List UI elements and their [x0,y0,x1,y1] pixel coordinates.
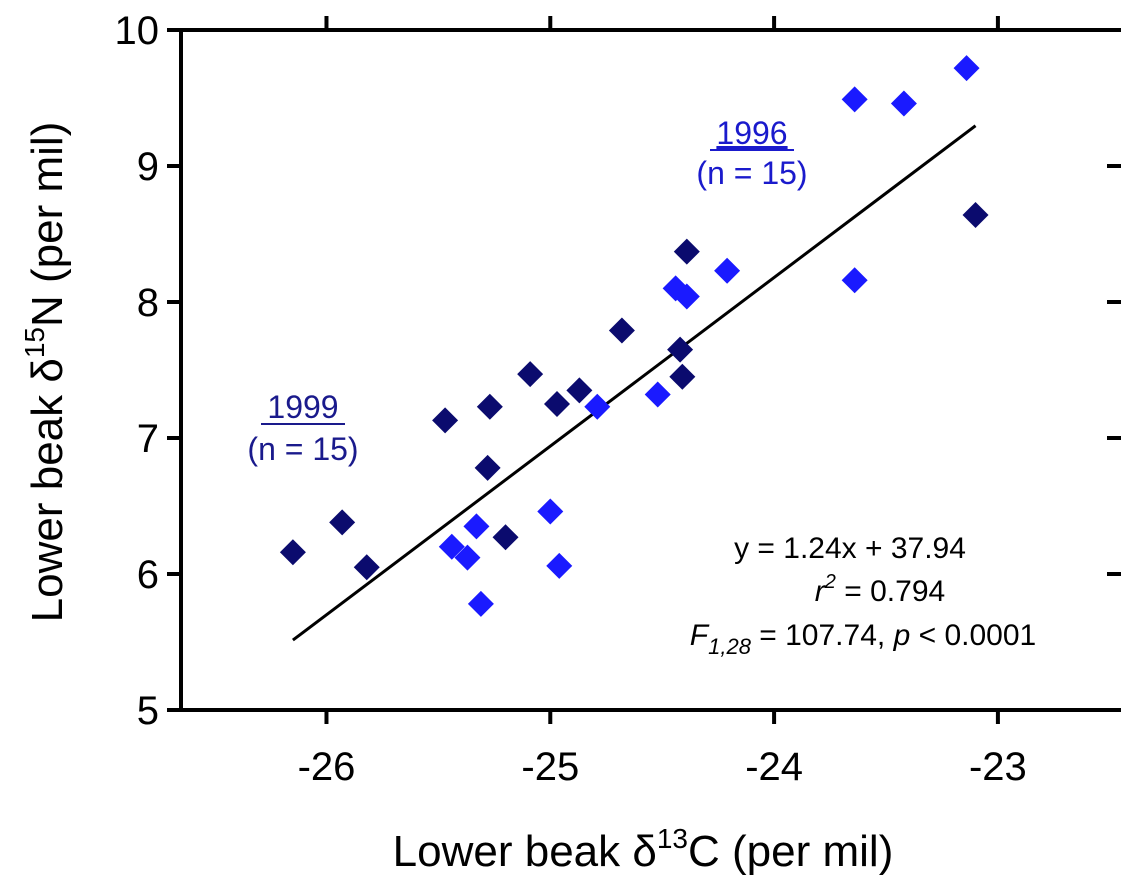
r-squared-label: r2 = 0.794 [815,571,945,608]
regression-line-group [292,124,977,642]
data-point-1999 [432,407,459,434]
group-label-1999-count: (n = 15) [247,431,358,467]
data-point-1996 [644,381,671,408]
data-points [279,55,989,617]
data-point-1996 [537,498,564,525]
data-point-1999 [279,539,306,566]
data-point-1999 [492,524,519,551]
x-tick-label: -23 [969,745,1027,789]
x-axis-title: Lower beak δ13C (per mil) [393,823,894,876]
f-statistic-label: F1,28 = 107.74, p < 0.0001 [690,619,1036,659]
data-point-1999 [667,336,694,363]
x-tick-label: -24 [745,745,803,789]
data-point-1999 [566,377,593,404]
group-label-1996-year: 1996 [716,115,787,151]
group-label-1999: 1999 (n = 15) [247,389,358,467]
data-point-1996 [463,513,490,540]
data-point-1996 [673,283,700,310]
data-point-1999 [329,509,356,536]
data-point-1996 [841,86,868,113]
y-tick-label: 6 [137,553,159,597]
data-point-1996 [467,590,494,617]
data-point-1999 [544,391,570,417]
y-axis-title: Lower beak δ15N (per mil) [19,122,72,623]
data-point-1996 [714,257,741,284]
x-tick-label: -25 [521,745,579,789]
regression-equation: y = 1.24x + 37.94 [734,532,966,565]
x-tick-label: -26 [298,745,356,789]
group-label-1996-count: (n = 15) [696,155,807,191]
data-point-1996 [584,393,611,420]
data-point-1999 [476,393,503,420]
data-point-1999 [608,317,635,344]
data-point-1999 [353,554,380,581]
axis-ticks: -26 -25 -24 -23 5 6 7 8 9 10 [115,9,1121,789]
y-tick-label: 7 [137,417,159,461]
data-point-1999 [669,363,696,390]
group-label-1996: 1996 (n = 15) [696,115,807,191]
group-label-1999-year: 1999 [267,389,338,425]
y-tick-label: 9 [137,145,159,189]
data-point-1996 [454,544,481,571]
data-point-1999 [962,201,989,228]
plot-axes [179,28,1121,712]
y-tick-label: 8 [137,281,159,325]
data-point-1996 [841,267,868,294]
data-point-1996 [953,55,980,82]
data-point-1999 [517,361,544,388]
data-point-1999 [474,454,501,481]
regression-line [292,124,977,642]
data-point-1999 [673,238,700,265]
data-point-1996 [890,90,917,117]
y-tick-label: 5 [137,689,159,733]
data-point-1996 [546,552,573,579]
y-tick-label: 10 [115,9,160,53]
data-point-1996 [438,533,465,560]
